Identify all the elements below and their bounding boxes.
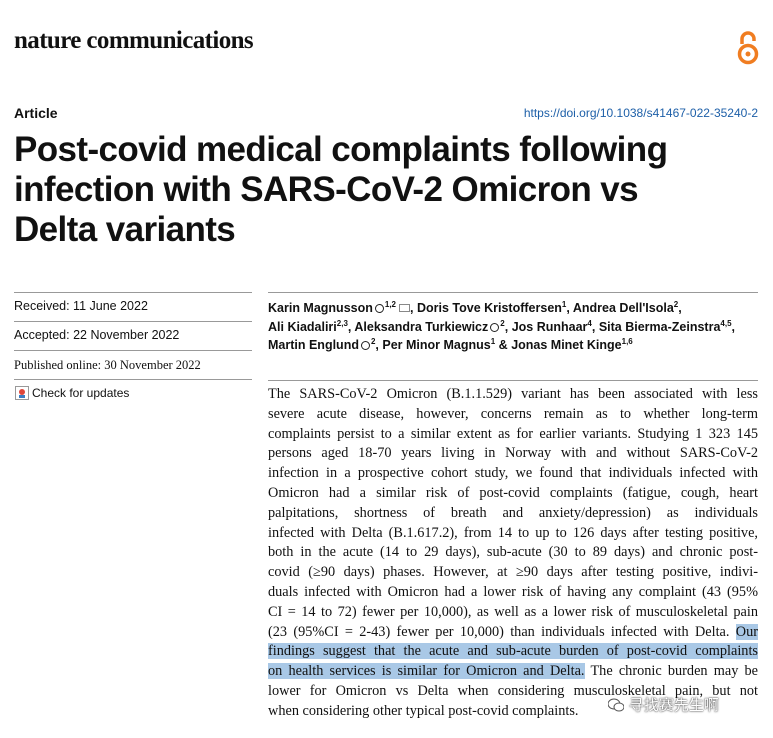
- highlighted-text: on health services is similar for Omicro…: [268, 663, 585, 680]
- abstract-line: CI = 14 to 72) fewer per 10,000), as wel…: [268, 603, 758, 620]
- rule: [268, 292, 758, 293]
- affiliation: 1,6: [621, 337, 633, 346]
- highlighted-text: findings suggest that the acute and sub-…: [268, 643, 758, 660]
- doi-link[interactable]: https://doi.org/10.1038/s41467-022-35240…: [523, 106, 758, 120]
- abstract-line: duals infected with Omicron had a lower …: [268, 584, 758, 600]
- rule: [14, 379, 252, 380]
- abstract-line: covid (≥90 days) phases. However, at ≥90…: [268, 564, 758, 581]
- abstract-line: palpitations, shortness of breath and an…: [268, 504, 758, 521]
- abstract-line: The SARS-CoV-2 Omicron (B.1.1.529) varia…: [268, 386, 758, 402]
- watermark: 寻找赛先生啊: [607, 694, 719, 715]
- affiliation: 2,3: [336, 318, 348, 328]
- abstract-line: when considering other typical post-covi…: [268, 702, 579, 719]
- affiliation: 2: [500, 318, 505, 328]
- author-name: Per Minor Magnus: [382, 338, 491, 353]
- watermark-icon: [607, 698, 625, 712]
- abstract-line: persons aged 18-70 years living in Norwa…: [268, 445, 758, 462]
- highlighted-text: Our: [735, 623, 759, 640]
- author-name: Ali Kiadaliri: [268, 319, 337, 334]
- open-access-icon: [737, 31, 759, 65]
- title-line: Post-covid medical complaints following: [14, 130, 668, 169]
- affiliation: 4,5: [720, 318, 732, 328]
- check-updates-link[interactable]: Check for updates: [32, 386, 130, 400]
- author-line: Karin Magnusson 1,2, Doris Tove Kristoffe…: [268, 300, 682, 315]
- abstract-line: (23 (95%CI = 2-43) fewer per 10,000) tha…: [268, 623, 759, 641]
- separator: ,: [566, 301, 570, 316]
- journal-name: nature communications: [14, 27, 254, 54]
- received-date: Received: 11 June 2022: [14, 299, 148, 313]
- rule: [268, 380, 758, 381]
- author-name: Martin Englund: [268, 338, 359, 353]
- author-name: Karin Magnusson: [268, 301, 373, 316]
- separator: ,: [375, 338, 379, 353]
- author-name: Doris Tove Kristoffersen: [416, 301, 562, 316]
- separator: ,: [678, 301, 682, 316]
- accepted-date: Accepted: 22 November 2022: [14, 328, 180, 342]
- watermark-text: 寻找赛先生啊: [628, 696, 719, 714]
- author-name: Aleksandra Turkiewicz: [354, 319, 489, 334]
- orcid-icon: [374, 304, 384, 314]
- orcid-icon: [490, 322, 500, 332]
- author-name: Jonas Minet Kinge: [511, 338, 622, 353]
- published-date: Published online: 30 November 2022: [14, 358, 201, 372]
- author-line: Martin Englund 2, Per Minor Magnus1 & Jon…: [268, 337, 633, 352]
- affiliation: 2: [673, 300, 679, 309]
- abstract-line: infected with Delta (B.1.617.2), from 14…: [268, 524, 758, 541]
- orcid-icon: [360, 341, 370, 351]
- abstract-line: findings suggest that the acute and sub-…: [268, 643, 758, 660]
- rule: [14, 350, 252, 351]
- author-line: Ali Kiadaliri2,3, Aleksandra Turkiewicz 2…: [268, 319, 735, 334]
- abstract-line: severe acute disease, however, concerns …: [268, 405, 758, 422]
- abstract-line: on health services is similar for Omicro…: [268, 663, 758, 680]
- email-icon: [399, 304, 410, 313]
- separator: ,: [410, 301, 414, 316]
- text: The chronic burden may be: [590, 663, 759, 680]
- separator: ,: [731, 319, 736, 334]
- separator: ,: [347, 319, 352, 334]
- abstract-line: lower for Omicron vs Delta when consider…: [268, 683, 758, 699]
- separator: &: [498, 338, 508, 353]
- abstract-line: complaints persist to a similar extent a…: [268, 425, 758, 442]
- affiliation: 1: [561, 300, 567, 309]
- separator: ,: [504, 319, 509, 334]
- check-updates-icon: [15, 386, 29, 400]
- abstract-line: Omicron had a similar risk of post-covid…: [268, 485, 758, 501]
- rule: [14, 321, 252, 322]
- text: (23 (95%CI = 2-43) fewer per 10,000) tha…: [268, 623, 730, 640]
- author-name: Andrea Dell'Isola: [572, 301, 674, 316]
- separator: ,: [591, 319, 596, 334]
- affiliation: 1: [490, 337, 496, 346]
- abstract-line: infection in a prospective cohort study,…: [268, 465, 758, 482]
- title-line: Delta variants: [14, 210, 236, 249]
- affiliation: 1,2: [384, 300, 396, 309]
- abstract-line: both in the acute (14 to 29 days), sub-a…: [268, 544, 758, 561]
- author-name: Sita Bierma-Zeinstra: [598, 319, 721, 334]
- affiliation: 4: [587, 318, 592, 328]
- rule: [14, 292, 252, 293]
- affiliation: 2: [370, 337, 376, 346]
- author-name: Jos Runhaar: [511, 319, 588, 334]
- article-type: Article: [14, 105, 58, 121]
- title-line: infection with SARS-CoV-2 Omicron vs: [14, 170, 639, 209]
